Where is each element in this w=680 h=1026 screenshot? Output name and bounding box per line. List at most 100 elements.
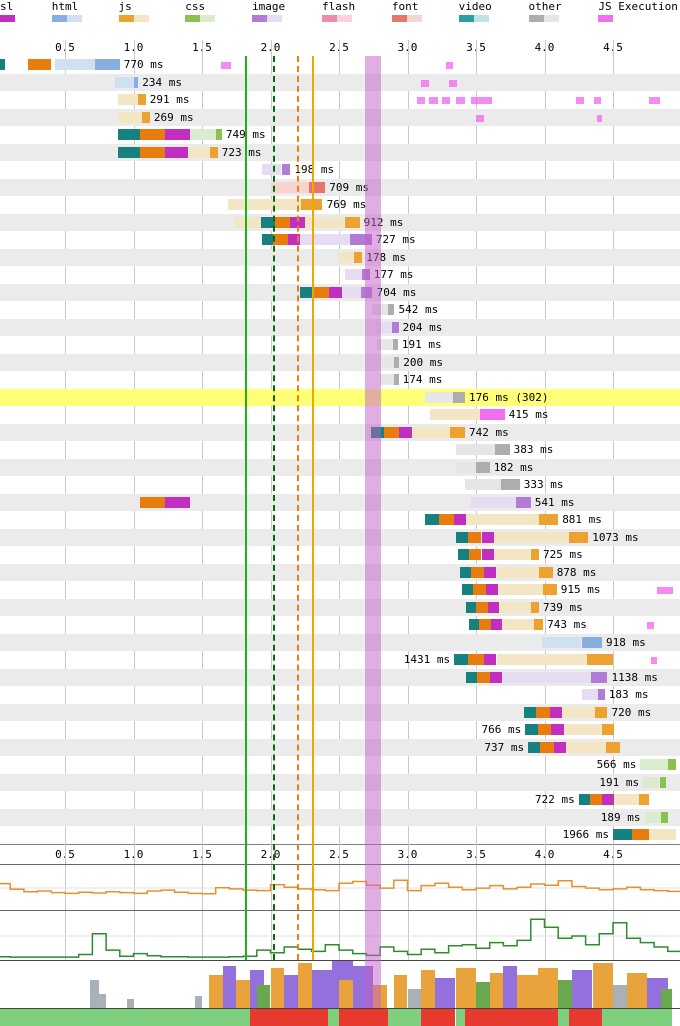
legend-item-video: video bbox=[458, 0, 492, 24]
request-bar-segment-image_dl bbox=[350, 234, 372, 245]
request-bar-segment-js bbox=[499, 601, 531, 613]
request-bar-segment-js_dl bbox=[602, 724, 615, 735]
request-row[interactable]: 542 ms bbox=[0, 301, 680, 319]
request-bar-segment-dns bbox=[462, 584, 474, 595]
request-row[interactable]: 333 ms bbox=[0, 476, 680, 494]
request-time-label: 1138 ms bbox=[611, 670, 658, 684]
js-execution-mark bbox=[656, 587, 673, 594]
request-bar-segment-dns bbox=[578, 794, 590, 805]
request-row[interactable]: 737 ms bbox=[0, 738, 680, 756]
request-row[interactable]: 743 ms bbox=[0, 616, 680, 634]
request-row[interactable]: 1138 ms bbox=[0, 668, 680, 686]
request-row[interactable]: 1431 ms bbox=[0, 651, 680, 669]
request-bar-segment-dns bbox=[613, 829, 633, 840]
request-time-label: 269 ms bbox=[153, 110, 194, 124]
request-row[interactable]: 1073 ms bbox=[0, 528, 680, 546]
request-bar-segment-js_dl bbox=[530, 549, 539, 560]
request-row[interactable]: 182 ms bbox=[0, 458, 680, 476]
request-row[interactable]: 383 ms bbox=[0, 441, 680, 459]
request-bar-segment-other bbox=[377, 339, 394, 350]
request-row[interactable]: 291 ms bbox=[0, 91, 680, 109]
js-execution-mark bbox=[421, 79, 430, 87]
request-time-label: 739 ms bbox=[543, 600, 583, 614]
request-bar-segment-js_dl bbox=[539, 566, 553, 578]
request-row[interactable]: 204 ms bbox=[0, 318, 680, 336]
js-execution-mark bbox=[648, 97, 660, 104]
request-bar-segment-css_dl bbox=[659, 776, 667, 788]
request-bar-segment-js bbox=[234, 216, 261, 228]
request-time-label: 723 ms bbox=[221, 145, 262, 159]
request-bar-segment-image_dl bbox=[392, 321, 399, 333]
request-bar-segment-ssl bbox=[485, 584, 498, 595]
request-time-label: 189 ms bbox=[600, 810, 641, 824]
request-bar-segment-dns bbox=[466, 671, 478, 683]
request-row[interactable]: 234 ms bbox=[0, 73, 680, 91]
request-row[interactable]: 720 ms bbox=[0, 703, 680, 721]
request-bar-segment-other_dl bbox=[393, 356, 400, 368]
request-time-label: 191 ms bbox=[401, 338, 442, 351]
request-bar-segment-image_dl bbox=[591, 671, 608, 683]
request-bar-segment-html bbox=[541, 636, 582, 648]
request-row[interactable]: 183 ms bbox=[0, 686, 680, 704]
request-row[interactable]: 766 ms bbox=[0, 721, 680, 739]
request-row[interactable]: 198 ms bbox=[0, 161, 680, 179]
request-row[interactable]: 770 ms bbox=[0, 56, 680, 74]
request-bar-segment-other_dl bbox=[495, 444, 510, 455]
request-row[interactable]: 269 ms bbox=[0, 108, 680, 126]
request-bar-segment-dns bbox=[455, 531, 468, 543]
request-bar-segment-dns bbox=[118, 146, 141, 158]
legend-label: video bbox=[458, 0, 492, 13]
request-row[interactable]: 191 ms bbox=[0, 336, 680, 354]
request-row[interactable]: 742 ms bbox=[0, 423, 680, 441]
request-row[interactable]: 915 ms bbox=[0, 581, 680, 599]
interactive-segment-green bbox=[328, 1009, 339, 1026]
request-row[interactable]: 191 ms bbox=[0, 773, 680, 791]
request-bar-segment-connect bbox=[439, 514, 455, 525]
request-row[interactable]: 912 ms bbox=[0, 213, 680, 231]
request-row[interactable]: 918 ms bbox=[0, 633, 680, 651]
request-row[interactable]: 177 ms bbox=[0, 266, 680, 284]
request-row[interactable]: 1966 ms bbox=[0, 826, 680, 844]
request-row[interactable]: 881 ms bbox=[0, 511, 680, 529]
request-bar-segment-js bbox=[502, 619, 534, 630]
request-row[interactable]: 727 ms bbox=[0, 231, 680, 249]
request-row[interactable]: 749 ms bbox=[0, 126, 680, 144]
main-thread-band-layout bbox=[434, 977, 456, 1008]
request-row[interactable]: 709 ms bbox=[0, 178, 680, 196]
request-bar-segment-other bbox=[380, 374, 394, 385]
js-execution-mark bbox=[470, 97, 493, 104]
request-row[interactable]: 566 ms bbox=[0, 756, 680, 774]
legend-label: sl bbox=[0, 0, 14, 13]
main-thread-band-script bbox=[626, 972, 648, 1008]
request-bar-segment-other_dl bbox=[476, 461, 490, 473]
request-bar-segment-connect bbox=[632, 829, 649, 840]
request-row[interactable]: 769 ms bbox=[0, 196, 680, 214]
request-time-label: 198 ms bbox=[294, 163, 335, 176]
request-time-label: 177 ms bbox=[373, 268, 414, 281]
request-row[interactable]: 200 ms bbox=[0, 353, 680, 371]
main-thread-band-layout bbox=[311, 970, 333, 1008]
request-row[interactable]: 178 ms bbox=[0, 248, 680, 266]
request-row[interactable]: 415 ms bbox=[0, 406, 680, 424]
request-row[interactable]: 704 ms bbox=[0, 283, 680, 301]
request-row[interactable]: 174 ms bbox=[0, 371, 680, 389]
js-execution-mark bbox=[448, 79, 457, 87]
request-bar-segment-ssl bbox=[491, 619, 503, 630]
main-thread-band-script bbox=[339, 979, 353, 1008]
request-row[interactable]: 722 ms bbox=[0, 791, 680, 809]
js-execution-mark bbox=[455, 97, 466, 104]
request-row[interactable]: 739 ms bbox=[0, 598, 680, 616]
legend-swatch bbox=[528, 15, 559, 22]
request-row[interactable]: 189 ms bbox=[0, 808, 680, 826]
request-row[interactable]: 725 ms bbox=[0, 546, 680, 564]
request-bar-segment-other bbox=[455, 444, 496, 455]
request-time-label: 742 ms bbox=[469, 425, 509, 439]
request-row[interactable]: 176 ms (302) bbox=[0, 388, 680, 406]
marker-amber-solid bbox=[311, 56, 314, 960]
request-time-label: 234 ms bbox=[142, 75, 183, 89]
request-row[interactable]: 878 ms bbox=[0, 563, 680, 581]
request-bar-segment-js bbox=[493, 549, 531, 560]
request-row[interactable]: 723 ms bbox=[0, 143, 680, 161]
request-row[interactable]: 541 ms bbox=[0, 493, 680, 511]
request-time-label: 1073 ms bbox=[592, 530, 639, 544]
